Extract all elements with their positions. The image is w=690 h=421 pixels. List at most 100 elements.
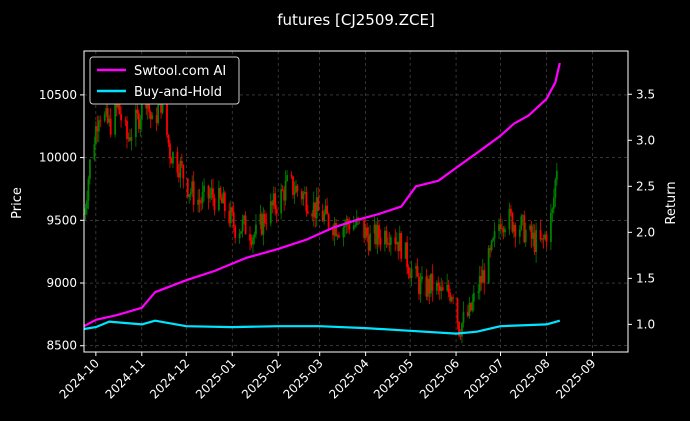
candle-body <box>461 323 463 337</box>
candle-body <box>504 229 506 233</box>
candle-body <box>352 225 355 230</box>
candle-body <box>458 321 460 336</box>
y-left-tick-label: 9000 <box>46 276 77 290</box>
candle-body <box>189 192 192 195</box>
candle-body <box>286 175 288 181</box>
candle-body <box>263 213 266 224</box>
candle-body <box>332 227 334 236</box>
candle-body <box>471 301 474 311</box>
legend: Swtool.com AI Buy-and-Hold <box>89 56 240 105</box>
candle-body <box>447 284 450 293</box>
y-left-tick-label: 10000 <box>39 151 77 165</box>
candle-body <box>388 243 391 245</box>
candle-body <box>186 178 189 197</box>
candle-body <box>550 212 552 242</box>
candle-body <box>437 282 440 286</box>
candle-body <box>419 279 422 295</box>
candle-body <box>459 335 462 337</box>
legend-label-buy-and-hold: Buy-and-Hold <box>134 85 222 100</box>
candle-body <box>243 215 245 220</box>
candle-body <box>97 120 100 132</box>
candle-body <box>469 303 472 311</box>
candle-body <box>213 198 216 211</box>
candle-body <box>384 230 386 245</box>
candle-body <box>438 285 441 292</box>
candle-body <box>271 201 274 206</box>
candle-body <box>404 242 407 259</box>
candle-body <box>441 287 444 291</box>
candle-body <box>250 240 253 245</box>
candle-body <box>410 268 413 279</box>
candle-body <box>272 193 275 206</box>
candle-body <box>373 224 376 234</box>
candle-body <box>348 224 351 230</box>
candle-body <box>530 225 533 239</box>
candle-body <box>284 180 287 201</box>
candle-body <box>407 267 410 274</box>
candle-body <box>446 284 449 291</box>
candle-body <box>283 190 286 201</box>
candle-body <box>378 225 380 239</box>
candle-body <box>115 103 118 108</box>
candle-body <box>354 225 357 226</box>
candle-body <box>468 303 471 317</box>
candle-body <box>253 234 256 238</box>
candle-body <box>364 227 367 238</box>
candle-body <box>415 266 417 269</box>
candle-body <box>130 137 133 141</box>
candle-body <box>477 291 480 293</box>
candle-body <box>105 108 108 115</box>
candle-body <box>172 152 174 164</box>
candle-body <box>395 241 398 244</box>
candle-body <box>191 181 194 193</box>
candle-body <box>103 114 106 121</box>
candle-body <box>462 312 465 324</box>
candle-body <box>502 228 505 233</box>
candle-body <box>252 237 254 245</box>
candle-body <box>544 234 546 239</box>
candle-body <box>428 278 431 294</box>
y-left-tick-label: 8500 <box>46 339 77 353</box>
candle-body <box>394 237 397 244</box>
candle-body <box>249 234 251 241</box>
candle-body <box>327 214 330 228</box>
candle-body <box>520 216 523 230</box>
candle-body <box>94 126 97 145</box>
y-right-tick-label: 3.5 <box>636 87 655 101</box>
candle-body <box>523 215 526 243</box>
candle-body <box>169 143 171 159</box>
candle-body <box>367 235 370 251</box>
candle-body <box>480 276 483 283</box>
candle-body <box>521 215 524 217</box>
candle-body <box>275 209 278 214</box>
candle-body <box>127 137 130 139</box>
y-right-tick-label: 3.0 <box>636 133 655 147</box>
candle-body <box>514 224 517 237</box>
candle-body <box>210 188 213 195</box>
candle-body <box>369 233 371 251</box>
candle-body <box>240 231 243 234</box>
series-line-buy-and-hold <box>83 319 561 335</box>
candle-body <box>182 165 185 179</box>
candle-body <box>303 192 306 194</box>
candle-body <box>209 194 211 199</box>
candle-body <box>260 213 263 235</box>
candle-body <box>108 118 111 123</box>
candle-body <box>219 187 222 198</box>
candle-body <box>336 235 339 237</box>
candle-body <box>232 212 235 227</box>
chart-title: futures [CJ2509.ZCE] <box>277 11 435 29</box>
candle-body <box>406 242 409 268</box>
candle-body <box>541 238 543 240</box>
candle-body <box>490 240 493 251</box>
candle-body <box>554 179 557 198</box>
candle-body <box>418 276 420 295</box>
candle-body <box>416 266 419 277</box>
y-right-tick-label: 2.0 <box>636 225 655 239</box>
candle-body <box>265 223 268 225</box>
candle-body <box>234 226 237 239</box>
candle-body <box>429 273 432 294</box>
candle-body <box>467 312 469 317</box>
candle-body <box>529 225 532 230</box>
candle-body <box>140 100 143 120</box>
